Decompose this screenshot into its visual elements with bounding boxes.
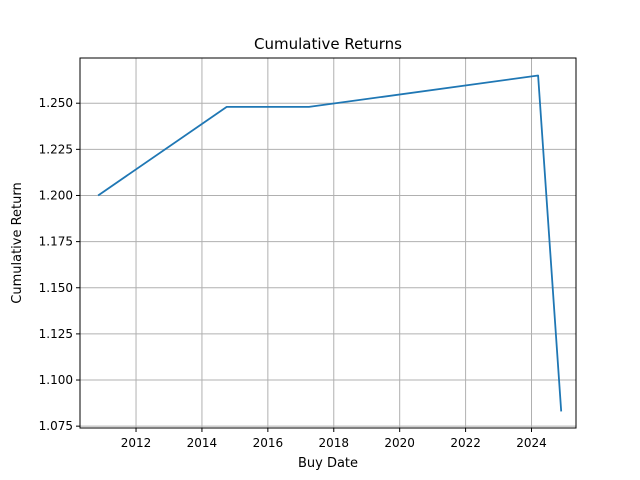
y-tick-label: 1.250 bbox=[39, 96, 73, 110]
x-tick-label: 2022 bbox=[450, 436, 481, 450]
x-tick-label: 2020 bbox=[384, 436, 415, 450]
x-tick-label: 2016 bbox=[253, 436, 284, 450]
x-tick-label: 2024 bbox=[516, 436, 547, 450]
x-tick-label: 2014 bbox=[187, 436, 218, 450]
y-tick-label: 1.075 bbox=[39, 419, 73, 433]
x-tick-label: 2012 bbox=[121, 436, 152, 450]
plot-frame bbox=[79, 57, 577, 429]
y-tick-label: 1.150 bbox=[39, 281, 73, 295]
y-tick-label: 1.125 bbox=[39, 327, 73, 341]
x-axis-ticks: 2012 2014 2016 2018 2020 2022 2024 bbox=[121, 428, 547, 450]
y-tick-label: 1.200 bbox=[39, 188, 73, 202]
cumulative-return-line bbox=[97, 74, 563, 412]
x-axis-label: Buy Date bbox=[298, 456, 358, 471]
chart-title: Cumulative Returns bbox=[254, 35, 402, 53]
y-tick-label: 1.175 bbox=[39, 235, 73, 249]
y-axis-ticks: 1.075 1.100 1.125 1.150 1.175 1.200 1.225 1.250 bbox=[39, 96, 80, 433]
y-axis-label: Cumulative Return bbox=[10, 182, 25, 303]
series-layer bbox=[97, 74, 563, 412]
x-tick-label: 2018 bbox=[318, 436, 349, 450]
y-tick-label: 1.100 bbox=[39, 373, 73, 387]
grid-lines bbox=[80, 58, 576, 428]
y-tick-label: 1.225 bbox=[39, 142, 73, 156]
